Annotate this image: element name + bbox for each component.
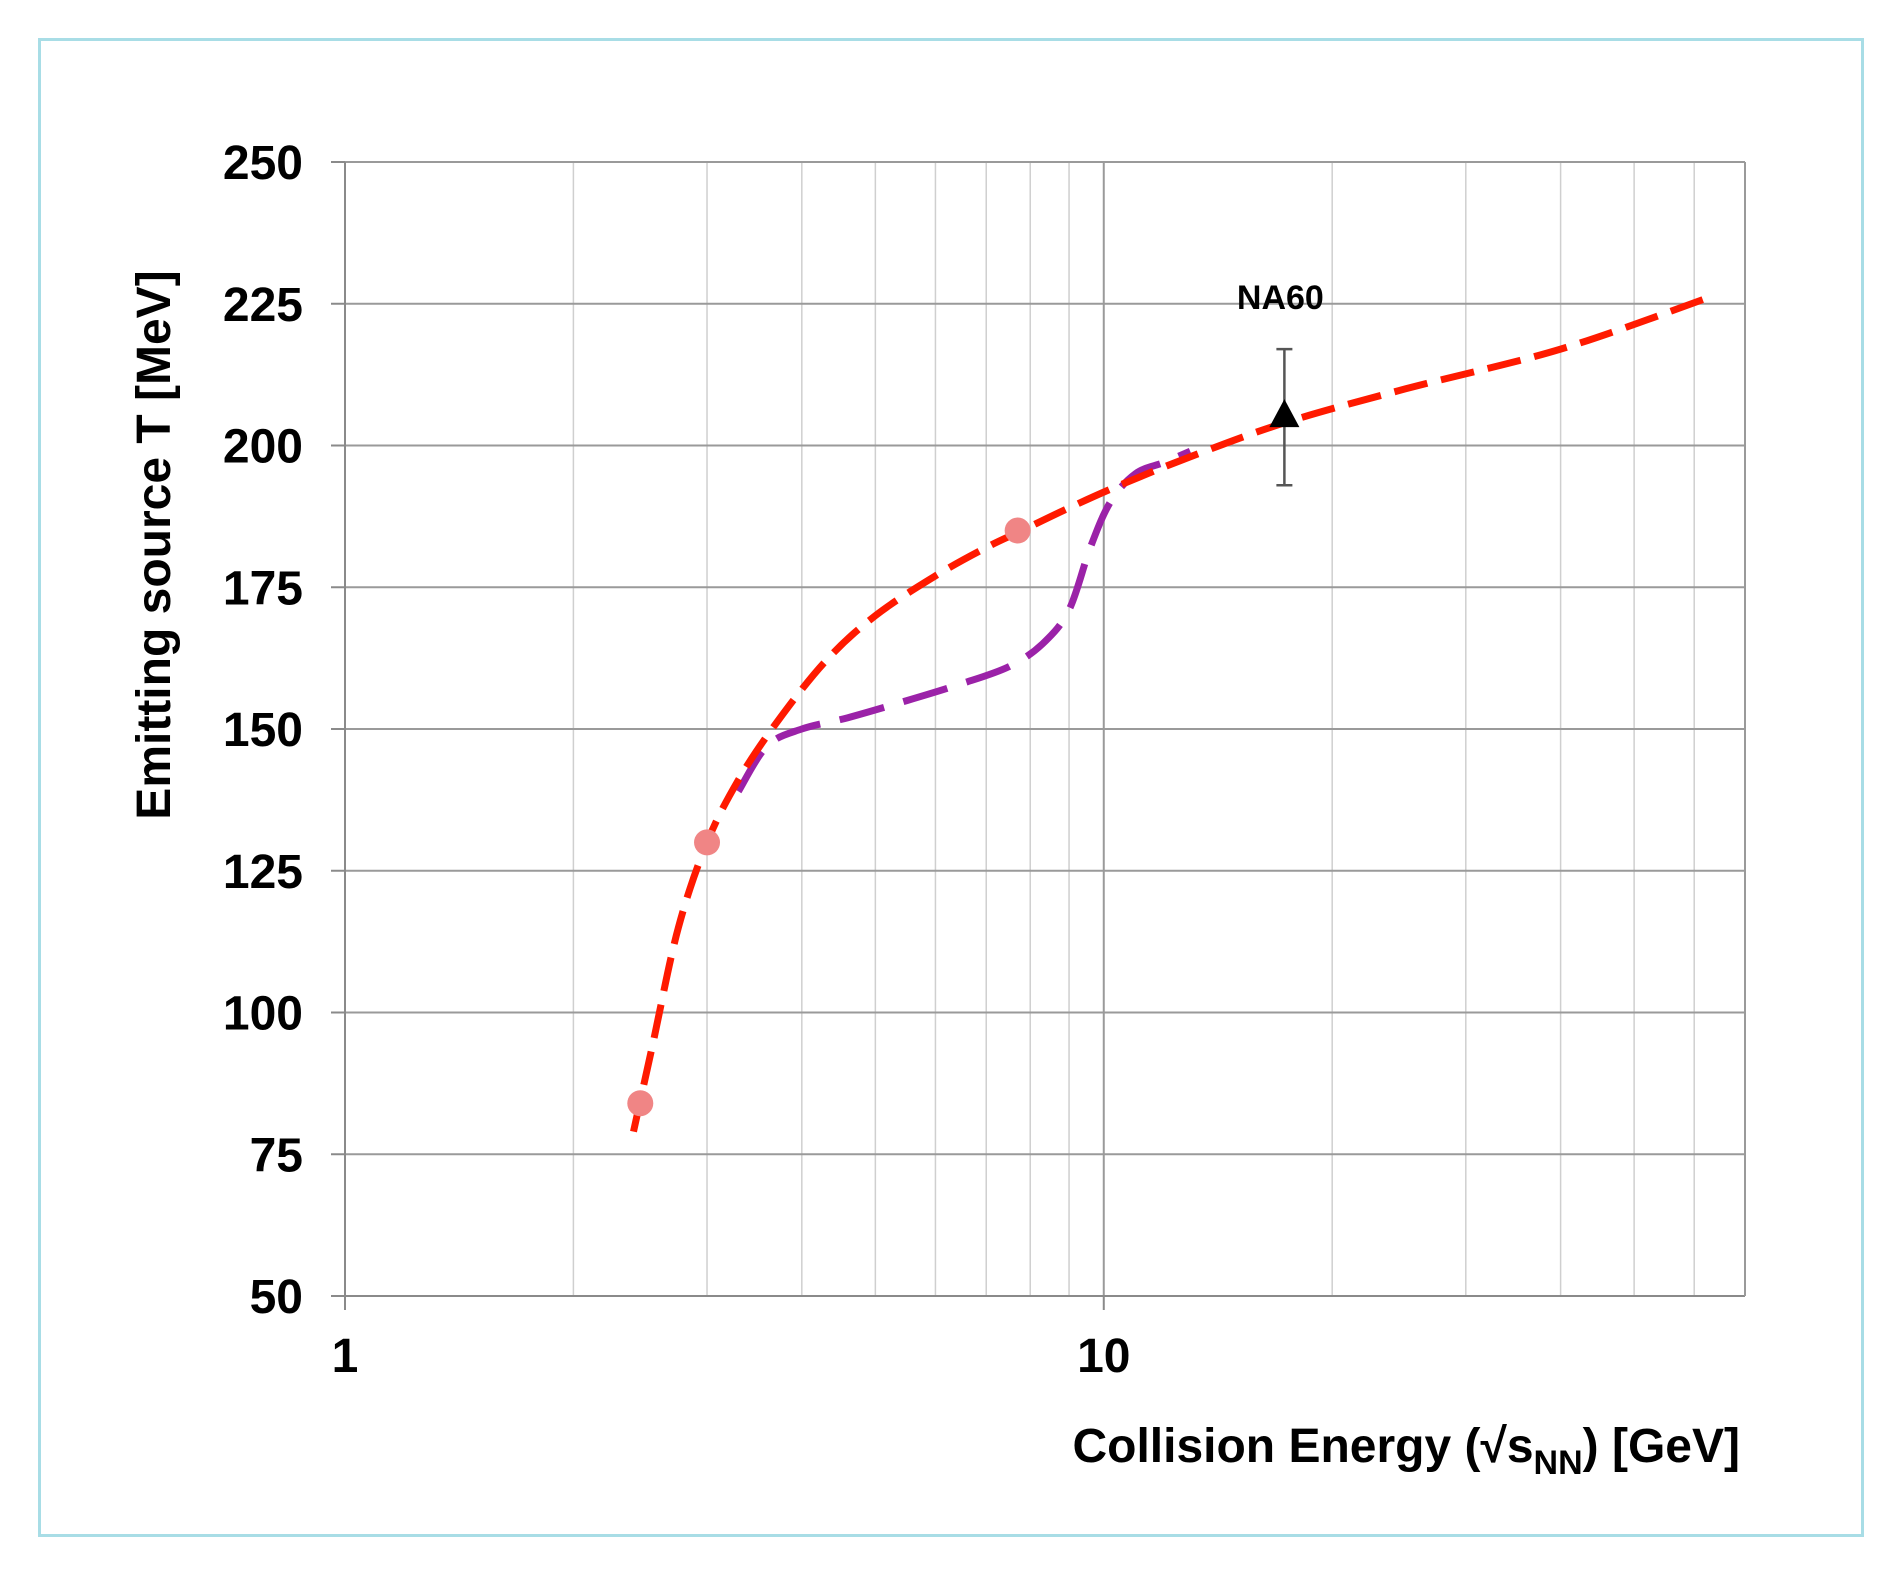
data-marker xyxy=(694,829,721,856)
data-marker xyxy=(627,1090,654,1117)
data-point-layer: NA60 xyxy=(1237,279,1324,487)
series-layer xyxy=(630,294,1709,1133)
y-tick-label: 125 xyxy=(223,846,303,899)
y-tick-label: 50 xyxy=(250,1271,303,1324)
y-tick-label: 75 xyxy=(250,1129,303,1182)
x-axis-title: Collision Energy (√sNN) [GeV] xyxy=(1072,1420,1740,1482)
y-axis-title: Emitting source T [MeV] xyxy=(128,270,181,819)
axes xyxy=(331,161,1746,1310)
y-tick-label: 150 xyxy=(223,704,303,757)
series-line-0 xyxy=(630,294,1709,1133)
y-tick-label: 250 xyxy=(223,137,303,190)
y-tick-label: 100 xyxy=(223,988,303,1041)
x-axis-title-subscript: NN xyxy=(1534,1444,1583,1482)
x-tick-labels: 1 10 xyxy=(332,1330,1131,1383)
y-tick-labels: 50 75 100 125 150 175 200 225 250 xyxy=(223,137,303,1324)
marker-layer xyxy=(627,517,1031,1117)
y-tick-label: 175 xyxy=(223,562,303,615)
x-axis-title-tail: ) [GeV] xyxy=(1583,1420,1740,1473)
x-tick-label: 1 xyxy=(332,1330,359,1383)
figure-frame xyxy=(38,38,1864,1537)
data-marker xyxy=(1004,517,1031,544)
series-line-1 xyxy=(735,447,1192,794)
y-tick-label: 225 xyxy=(223,279,303,332)
y-tick-label: 200 xyxy=(223,421,303,474)
triangle-marker xyxy=(1269,399,1300,428)
x-tick-label: 10 xyxy=(1077,1330,1130,1383)
grid-major-lines xyxy=(345,161,1745,1297)
data-point-label: NA60 xyxy=(1237,279,1324,317)
x-axis-title-main: Collision Energy (√s xyxy=(1072,1420,1533,1473)
